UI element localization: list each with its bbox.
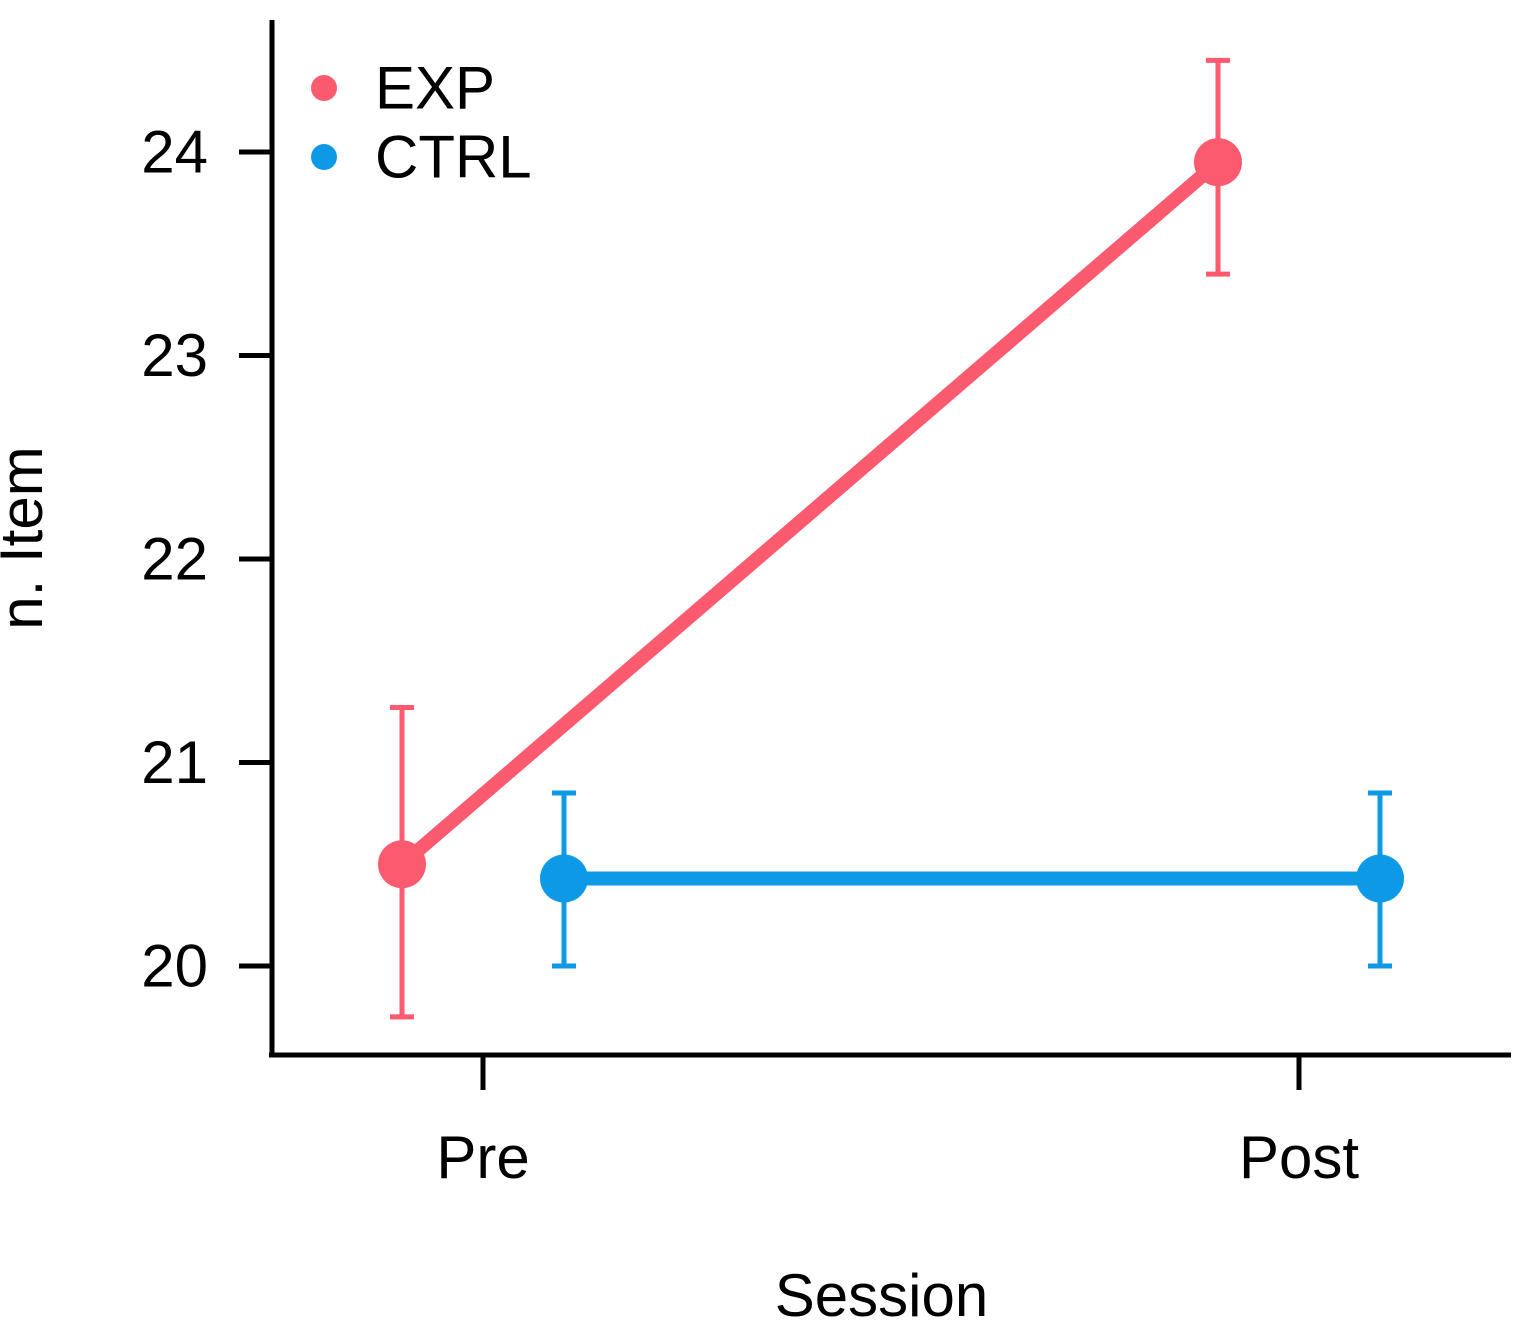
- legend-marker-exp-icon: [311, 75, 337, 101]
- legend-label-exp: EXP: [375, 55, 495, 122]
- legend-marker-ctrl-icon: [311, 144, 337, 170]
- x-tick-label: Post: [1239, 1124, 1359, 1191]
- legend-label-ctrl: CTRL: [375, 124, 532, 191]
- x-axis-title: Session: [775, 1262, 988, 1329]
- y-axis-title: n. Item: [0, 446, 55, 629]
- y-tick-label: 21: [141, 729, 208, 796]
- point-ctrl-pre: [540, 854, 588, 903]
- point-exp-post: [1194, 138, 1242, 187]
- y-tick-label: 24: [141, 119, 208, 186]
- y-tick-label: 22: [141, 526, 208, 593]
- x-tick-label: Pre: [436, 1124, 529, 1191]
- y-tick-label: 23: [141, 322, 208, 389]
- series-line-exp: [395, 155, 1225, 872]
- point-ctrl-post: [1356, 854, 1404, 903]
- point-exp-pre: [378, 840, 426, 889]
- y-tick-label: 20: [141, 933, 208, 1000]
